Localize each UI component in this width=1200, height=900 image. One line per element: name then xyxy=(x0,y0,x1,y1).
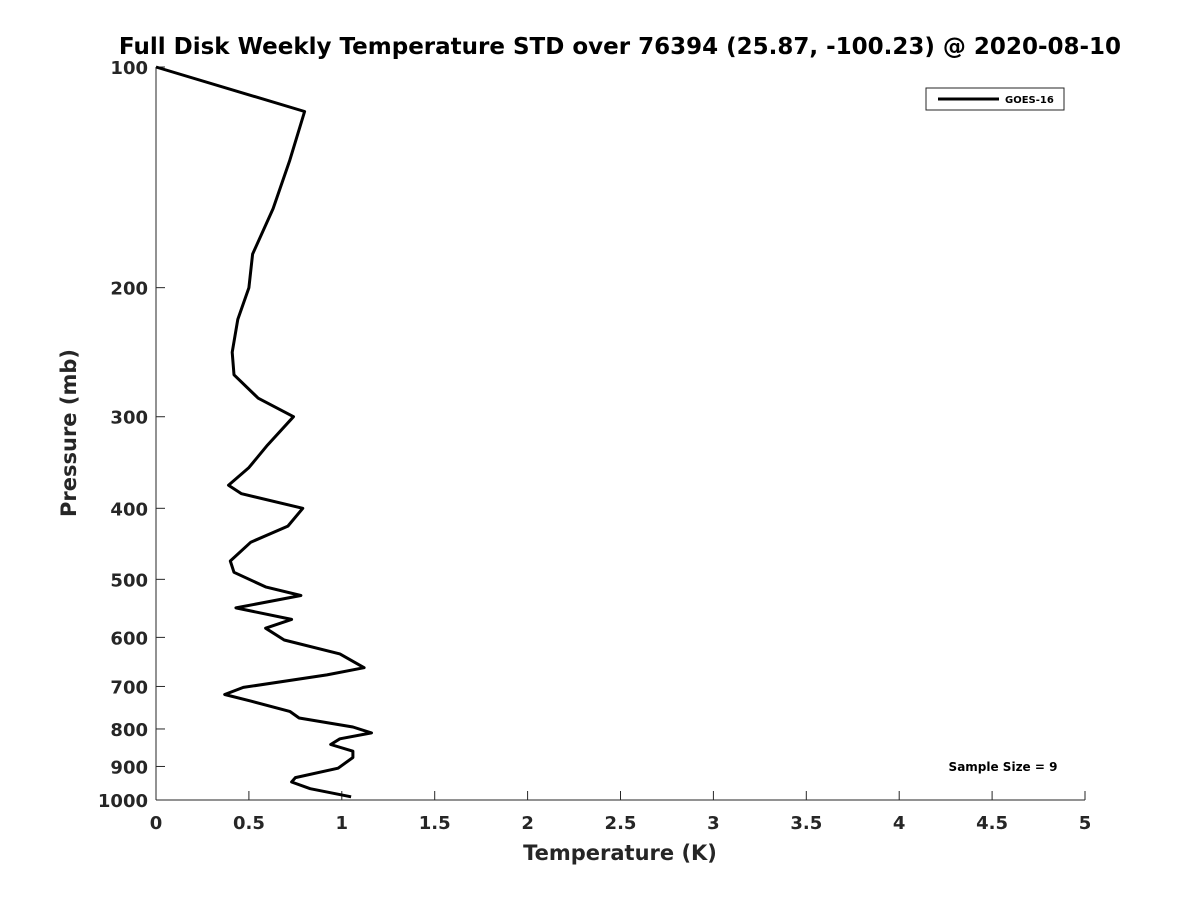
y-tick-label: 200 xyxy=(110,279,148,300)
x-tick-label: 4 xyxy=(893,813,906,834)
y-tick-label: 800 xyxy=(110,720,148,741)
y-tick-label: 700 xyxy=(110,677,148,698)
x-tick-label: 3.5 xyxy=(790,813,822,834)
series-line-goes-16 xyxy=(155,65,373,799)
y-axis-label: Pressure (mb) xyxy=(57,349,81,517)
chart-title: Full Disk Weekly Temperature STD over 76… xyxy=(119,34,1121,60)
y-tick-label: 300 xyxy=(110,408,148,429)
x-tick-label: 2.5 xyxy=(605,813,637,834)
legend: GOES-16 xyxy=(925,87,1065,111)
x-axis-ticks: 0 0.5 1 1.5 2 2.5 3 3.5 4 4.5 5 xyxy=(150,791,1092,834)
x-tick-label: 2 xyxy=(521,813,534,834)
y-tick-label: 900 xyxy=(110,757,148,778)
x-axis-label: Temperature (K) xyxy=(523,841,717,865)
x-tick-label: 4.5 xyxy=(976,813,1008,834)
y-axis-ticks: 100 200 300 400 500 600 700 800 900 1000 xyxy=(98,58,165,812)
legend-label-goes-16: GOES-16 xyxy=(1005,95,1054,106)
x-tick-label: 5 xyxy=(1079,813,1092,834)
y-tick-label: 100 xyxy=(110,58,148,79)
x-tick-label: 0.5 xyxy=(233,813,265,834)
y-tick-label: 600 xyxy=(110,628,148,649)
sample-size-annotation: Sample Size = 9 xyxy=(949,760,1058,774)
y-tick-label: 400 xyxy=(110,499,148,520)
x-tick-label: 0 xyxy=(150,813,163,834)
x-tick-label: 1 xyxy=(336,813,349,834)
x-tick-label: 3 xyxy=(707,813,720,834)
data-series xyxy=(155,65,373,799)
y-tick-label: 1000 xyxy=(98,791,148,812)
x-tick-label: 1.5 xyxy=(419,813,451,834)
y-tick-label: 500 xyxy=(110,570,148,591)
